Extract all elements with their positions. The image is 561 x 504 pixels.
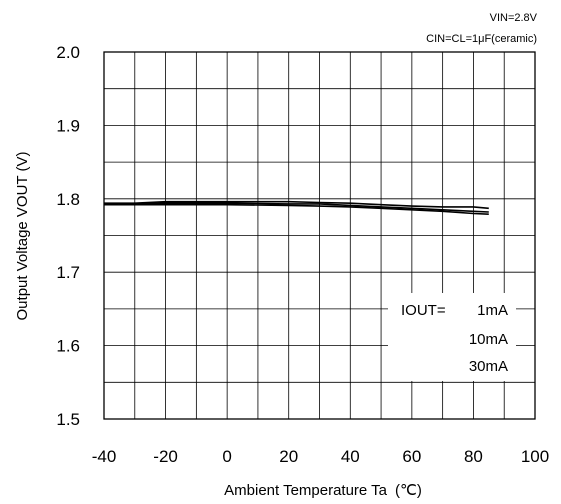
y-tick-label: 1.5 <box>56 410 80 429</box>
x-axis-title: Ambient Temperature Ta <box>224 482 388 499</box>
series-line-2 <box>104 202 489 213</box>
y-tick-label: 2.0 <box>56 43 80 62</box>
x-tick-label: 40 <box>341 447 360 466</box>
x-tick-label: -40 <box>92 447 117 466</box>
x-axis-label: Ambient Temperature Ta (℃) <box>224 482 422 499</box>
x-tick-label: 60 <box>402 447 421 466</box>
series-line-3 <box>104 203 489 215</box>
legend-entry-10ma: 10mA <box>469 331 508 348</box>
y-tick-labels: 1.5 1.6 1.7 1.8 1.9 2.0 <box>56 43 80 429</box>
x-axis-unit: (℃) <box>395 482 422 499</box>
x-tick-label: 80 <box>464 447 483 466</box>
y-tick-label: 1.9 <box>56 116 80 135</box>
x-tick-labels: -40 -20 0 20 40 60 80 100 <box>92 447 549 466</box>
y-tick-label: 1.6 <box>56 337 80 356</box>
legend-entry-1ma: 1mA <box>477 302 508 319</box>
x-tick-label: 20 <box>279 447 298 466</box>
y-tick-label: 1.7 <box>56 263 80 282</box>
condition-capacitors: CIN=CL=1μF(ceramic) <box>426 33 537 45</box>
series-line-1 <box>104 200 489 210</box>
legend-prefix: IOUT= <box>401 302 446 319</box>
legend-box <box>388 293 516 381</box>
x-tick-label: 0 <box>222 447 231 466</box>
grid-lines <box>104 52 535 419</box>
data-series <box>104 200 489 215</box>
plot-frame <box>103 51 536 420</box>
y-axis-label: Output Voltage VOUT (V) <box>14 152 31 321</box>
y-tick-label: 1.8 <box>56 190 80 209</box>
x-tick-label: 100 <box>521 447 549 466</box>
legend: IOUT= 1mA 10mA 30mA <box>388 293 516 381</box>
legend-entry-30ma: 30mA <box>469 358 508 375</box>
condition-vin: VIN=2.8V <box>490 12 538 24</box>
x-tick-label: -20 <box>153 447 178 466</box>
